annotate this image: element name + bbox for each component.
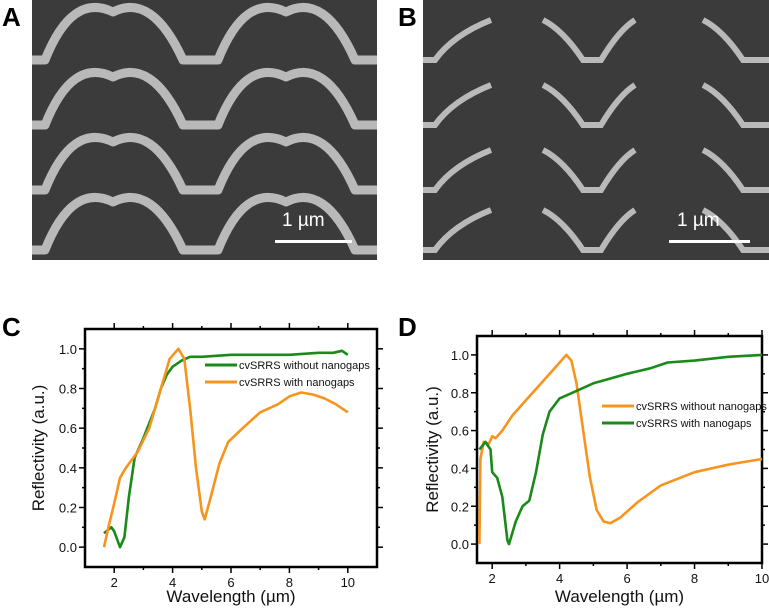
arch-row-3 (32, 133, 377, 195)
x-axis-label: Wavelength (µm) (555, 587, 684, 606)
partial-v-left-2 (423, 82, 493, 128)
y-tick-label: 0.0 (59, 540, 77, 555)
series-line-1 (103, 349, 349, 549)
arch-row-2 (32, 68, 377, 130)
x-tick-label: 4 (556, 571, 563, 586)
y-tick-label: 0.6 (59, 421, 77, 436)
scale-bar-label-a: 1 µm (282, 210, 325, 231)
panel-label-a: A (2, 2, 21, 32)
y-tick-label: 1.0 (451, 348, 469, 363)
sem-background (32, 0, 377, 260)
series-line-2 (478, 353, 763, 546)
scale-bar-b (669, 240, 750, 243)
y-axis-label: Reflectivity (a.u.) (29, 385, 48, 512)
x-tick-label: 8 (286, 575, 293, 590)
arch-row-4 (32, 193, 377, 255)
scale-bar-a (275, 240, 352, 243)
panel-label-b: B (398, 2, 417, 32)
x-tick-label: 10 (755, 571, 769, 586)
scale-bar-label-b: 1 µm (677, 210, 720, 231)
series-line-1 (478, 353, 763, 545)
x-tick-label: 4 (169, 575, 176, 590)
y-tick-label: 0.2 (451, 499, 469, 514)
panel-label-d: D (398, 312, 417, 342)
y-tick-label: 0.0 (451, 537, 469, 552)
y-tick-label: 1.0 (59, 342, 77, 357)
partial-v-right-3 (701, 147, 769, 193)
y-tick-label: 0.8 (451, 386, 469, 401)
panel-label-c: C (2, 312, 21, 342)
x-tick-label: 8 (691, 571, 698, 586)
plot-frame (475, 334, 764, 565)
partial-v-left-4 (423, 207, 493, 253)
chart-c: 2 4 6 8 10 0.0 0.2 0.4 0.6 0.8 1.0 Wavelength (µm) R… (29, 323, 383, 606)
partial-v-left-1 (423, 17, 493, 63)
y-tick-label: 0.4 (59, 461, 77, 476)
y-tick-label: 0.8 (59, 382, 77, 397)
v-shape-1 (541, 17, 637, 63)
series-line-2 (102, 347, 349, 548)
y-axis-label: Reflectivity (a.u.) (423, 386, 442, 513)
partial-v-right-4 (701, 207, 769, 253)
x-tick-label: 2 (489, 571, 496, 586)
y-tick-label: 0.4 (451, 461, 469, 476)
v-shape-2 (541, 82, 637, 128)
v-shape-4 (541, 207, 637, 253)
chart-d: 2 4 6 8 10 0.0 0.2 0.4 0.6 0.8 1.0 Wavelength (µm) R… (423, 330, 769, 606)
x-tick-label: 6 (623, 571, 630, 586)
y-tick-label: 0.2 (59, 501, 77, 516)
x-tick-label: 2 (111, 575, 118, 590)
arch-row-1 (32, 3, 377, 65)
sem-image-a (32, 0, 377, 260)
x-axis-label: Wavelength (µm) (166, 587, 295, 606)
legend-label-2: cvSRRS with nanogaps (239, 377, 355, 389)
y-tick-label: 0.6 (451, 424, 469, 439)
legend-label-1: cvSRRS without nanogaps (239, 360, 370, 372)
partial-v-right-2 (701, 82, 769, 128)
partial-v-left-3 (423, 147, 493, 193)
sem-image-b (423, 0, 769, 260)
v-shape-3 (541, 147, 637, 193)
legend-label-2: cvSRRS with nanogaps (636, 418, 752, 430)
partial-v-right-1 (701, 17, 769, 63)
legend-label-1: cvSRRS without nanogaps (636, 401, 767, 413)
x-tick-label: 10 (341, 575, 355, 590)
x-tick-label: 6 (227, 575, 234, 590)
